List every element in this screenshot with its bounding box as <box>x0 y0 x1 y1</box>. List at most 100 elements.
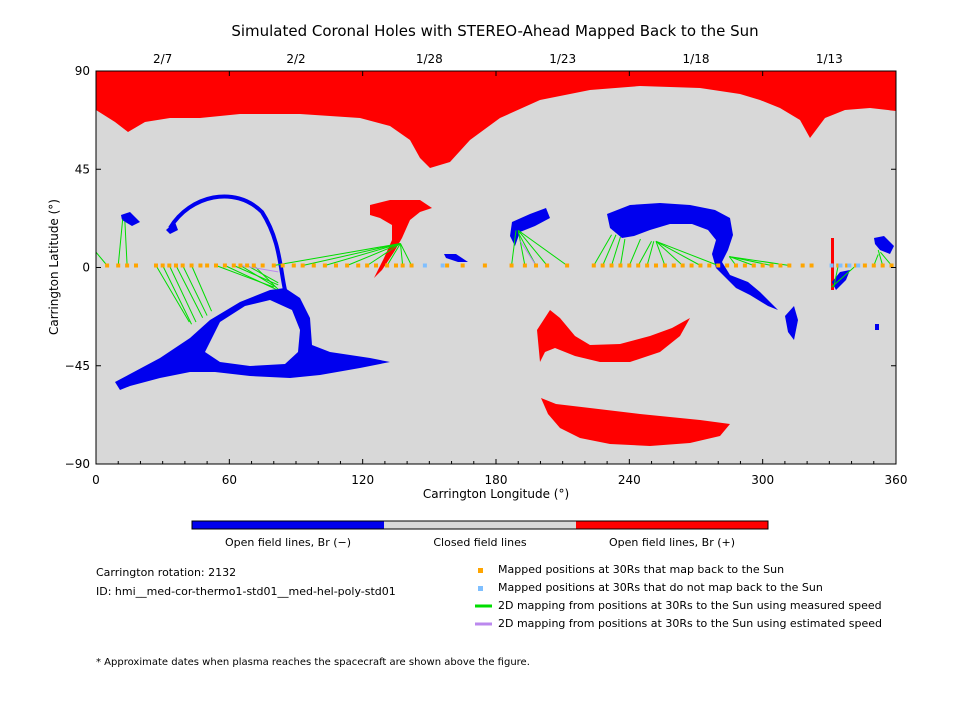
measured-mapping-line <box>593 234 612 266</box>
unmapped-position-point <box>856 263 861 268</box>
colorbar-label: Closed field lines <box>433 536 527 549</box>
mapped-position-point <box>751 263 756 268</box>
axis-ticks: 0 60 120 180 240 300 360 90 45 0 −45 −90 2/7 2/2 1/28 1… <box>65 52 908 487</box>
mapped-position-point <box>125 263 130 268</box>
mapped-position-point <box>245 263 250 268</box>
mapped-position-point <box>374 263 378 268</box>
mapped-position-point <box>180 263 185 268</box>
colorbar: Open field lines, Br (−) Closed field lin… <box>191 520 769 549</box>
negative-hole-lon12 <box>121 212 140 226</box>
x-tick-label: 240 <box>618 473 641 487</box>
positive-hole-north-mid <box>370 200 432 278</box>
mapped-position-point <box>636 263 641 268</box>
measured-mapping-line <box>224 265 277 290</box>
mapped-position-point <box>671 263 676 268</box>
negative-dot-lon350 <box>875 324 879 330</box>
measured-mapping-line <box>191 265 213 312</box>
mapped-position-point <box>654 263 658 268</box>
negative-hole-north-large <box>607 203 778 310</box>
legend-marker <box>478 568 483 573</box>
mapped-position-point <box>385 263 390 268</box>
mapped-position-point <box>460 263 465 268</box>
date-tick-label: 1/23 <box>549 52 576 66</box>
measured-mapping-line <box>655 240 701 266</box>
x-tick-label: 120 <box>351 473 374 487</box>
mapped-position-point <box>214 263 218 268</box>
x-axis-label: Carrington Longitude (°) <box>423 487 569 501</box>
mapped-position-point <box>662 263 667 268</box>
mapped-position-point <box>174 263 178 268</box>
measured-mapping-line <box>117 219 124 266</box>
measured-mapping-line <box>628 238 641 266</box>
mapped-position-point <box>591 263 596 268</box>
measured-mapping-line <box>240 265 277 288</box>
measured-mapping-line <box>96 251 108 266</box>
x-tick-label: 360 <box>885 473 908 487</box>
mapped-position-point <box>238 263 243 268</box>
colorbar-label: Open field lines, Br (+) <box>609 536 735 549</box>
mapped-position-point <box>154 263 158 268</box>
measured-mapping-line <box>517 230 548 266</box>
north-polar-positive-hole <box>96 71 896 168</box>
x-tick-label: 180 <box>485 473 508 487</box>
x-tick-label: 0 <box>92 473 100 487</box>
measured-mapping-line <box>399 243 404 266</box>
mapped-position-point <box>689 263 694 268</box>
unmapped-position-point <box>838 263 843 268</box>
date-tick-label: 2/2 <box>286 52 305 66</box>
mapped-position-point <box>787 263 792 268</box>
colorbar-label: Open field lines, Br (−) <box>225 536 351 549</box>
mapped-position-point <box>742 263 747 268</box>
y-tick-label: −45 <box>65 359 90 373</box>
date-tick-label: 1/13 <box>816 52 843 66</box>
measured-mapping-line <box>346 243 401 266</box>
mapped-position-point <box>160 263 165 268</box>
mapped-position-point <box>778 263 783 268</box>
mapped-position-point <box>618 263 623 268</box>
measured-mapping-line <box>124 221 128 266</box>
legend-label: Mapped positions at 30Rs that map back t… <box>498 563 784 576</box>
x-tick-label: 60 <box>222 473 237 487</box>
x-tick-label: 300 <box>751 473 774 487</box>
measured-mapping-line <box>273 242 401 266</box>
mapped-position-point <box>205 263 210 268</box>
mapped-points <box>105 263 894 268</box>
colorbar-frame <box>191 520 769 530</box>
y-tick-label: 0 <box>82 261 90 275</box>
mapped-position-point <box>222 263 227 268</box>
mapped-position-point <box>880 263 885 268</box>
positive-hole-south-arc <box>537 310 690 362</box>
mapped-position-point <box>769 263 774 268</box>
mapped-position-point <box>271 263 276 268</box>
positive-hole-south-band <box>541 398 730 446</box>
measured-mapping-line <box>162 265 193 325</box>
measured-mapping-line <box>611 236 621 266</box>
mapped-position-point <box>698 263 703 268</box>
mapped-position-point <box>534 263 538 268</box>
mapped-position-point <box>482 263 487 268</box>
date-tick-label: 1/18 <box>683 52 710 66</box>
measured-mapping-line <box>182 265 208 316</box>
measured-mapping-line <box>646 241 655 266</box>
mapped-position-point <box>260 263 265 268</box>
y-axis-label: Carrington Latitude (°) <box>47 199 61 335</box>
measured-mapping-line <box>324 243 401 266</box>
measured-mapping-line <box>880 251 892 266</box>
mapping-lines <box>96 219 892 325</box>
measured-mapping-line <box>386 243 401 266</box>
measured-mapping-line <box>833 265 839 288</box>
measured-mapping-line <box>655 241 666 266</box>
colorbar-segment <box>384 521 576 529</box>
legend-label: Mapped positions at 30Rs that do not map… <box>498 581 823 594</box>
mapped-position-point <box>291 263 296 268</box>
measured-mapping-line <box>619 239 626 266</box>
measured-mapping-line <box>175 265 204 318</box>
mapped-position-point <box>334 263 338 268</box>
mapped-position-point <box>198 263 203 268</box>
mapped-position-point <box>845 263 850 268</box>
mapped-position-point <box>565 263 570 268</box>
mapped-position-point <box>167 263 172 268</box>
mapped-position-point <box>862 263 867 268</box>
